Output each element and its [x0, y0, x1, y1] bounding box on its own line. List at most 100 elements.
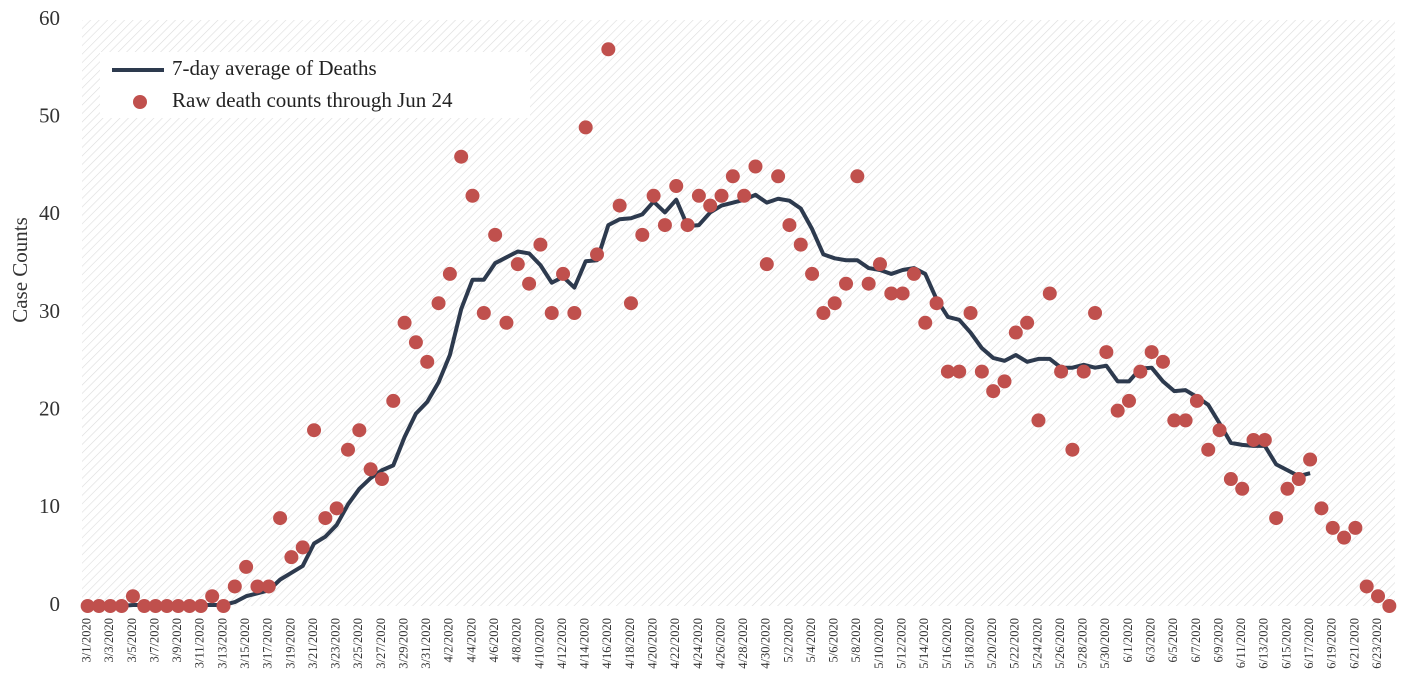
scatter-point [205, 589, 220, 604]
legend-label: Raw death counts through Jun 24 [172, 88, 453, 112]
scatter-point [431, 296, 446, 311]
scatter-point [1212, 423, 1227, 438]
x-tick-label: 4/20/2020 [645, 618, 659, 669]
scatter-point [340, 442, 355, 457]
scatter-point [250, 579, 265, 594]
scatter-point [805, 266, 820, 281]
x-tick-label: 5/24/2020 [1030, 618, 1044, 669]
x-tick-label: 3/17/2020 [261, 618, 275, 669]
scatter-point [307, 423, 322, 438]
scatter-point [1348, 520, 1363, 535]
x-tick-label: 5/2/2020 [781, 618, 795, 662]
scatter-point [510, 257, 525, 272]
x-tick-label: 5/10/2020 [872, 618, 886, 669]
scatter-point [1303, 452, 1318, 467]
scatter-point [556, 266, 571, 281]
scatter-point [623, 296, 638, 311]
scatter-point [125, 589, 140, 604]
x-tick-label: 4/28/2020 [736, 618, 750, 669]
x-tick-label: 3/23/2020 [329, 618, 343, 669]
scatter-point [1031, 413, 1046, 428]
scatter-point [544, 306, 559, 320]
x-tick-label: 5/26/2020 [1053, 618, 1067, 669]
scatter-point [476, 306, 491, 320]
scatter-point [1235, 481, 1250, 496]
x-tick-label: 4/12/2020 [555, 618, 569, 669]
x-tick-label: 3/21/2020 [306, 618, 320, 669]
scatter-point [929, 296, 944, 311]
scatter-point [488, 227, 503, 242]
scatter-point [1246, 432, 1261, 447]
y-axis-label: Case Counts [8, 217, 32, 323]
x-tick-label: 6/19/2020 [1325, 618, 1339, 669]
x-tick-label: 3/11/2020 [193, 618, 207, 668]
x-tick-label: 3/7/2020 [147, 618, 161, 662]
y-tick-label: 20 [39, 396, 60, 420]
x-tick-label: 3/25/2020 [351, 618, 365, 669]
scatter-point [1008, 325, 1023, 340]
legend-label: 7-day average of Deaths [172, 56, 377, 80]
scatter-point [1325, 520, 1340, 535]
scatter-point [1155, 354, 1170, 369]
scatter-point [895, 286, 910, 301]
scatter-point [80, 599, 95, 613]
x-tick-label: 5/18/2020 [962, 618, 976, 669]
scatter-point [1144, 345, 1159, 360]
scatter-point [533, 237, 548, 252]
scatter-point [216, 599, 231, 613]
scatter-point [827, 296, 842, 311]
x-tick-label: 3/31/2020 [419, 618, 433, 669]
scatter-point [420, 354, 435, 369]
scatter-point [261, 579, 276, 594]
y-tick-label: 50 [39, 103, 60, 127]
scatter-point [1371, 589, 1386, 604]
scatter-point [374, 472, 389, 487]
x-tick-label: 6/1/2020 [1121, 618, 1135, 662]
x-tick-label: 5/16/2020 [940, 618, 954, 669]
scatter-point [352, 423, 367, 438]
scatter-point [793, 237, 808, 252]
scatter-point [612, 198, 627, 213]
scatter-point [974, 364, 989, 379]
x-tick-label: 6/15/2020 [1279, 618, 1293, 669]
scatter-point [759, 257, 774, 272]
scatter-point [782, 218, 797, 233]
x-tick-label: 3/13/2020 [215, 618, 229, 669]
x-tick-label: 6/11/2020 [1234, 618, 1248, 668]
x-tick-label: 6/23/2020 [1370, 618, 1384, 669]
scatter-point [703, 198, 718, 213]
scatter-point [850, 169, 865, 184]
y-tick-label: 0 [50, 592, 61, 616]
scatter-point [318, 511, 333, 526]
scatter-point [182, 599, 197, 613]
scatter-point [691, 188, 706, 203]
scatter-point [986, 384, 1001, 399]
scatter-point [680, 218, 695, 233]
scatter-point [1337, 530, 1352, 545]
scatter-point [1065, 442, 1080, 457]
scatter-point [1042, 286, 1057, 301]
legend: 7-day average of Deaths Raw death counts … [100, 52, 530, 118]
x-tick-label: 4/4/2020 [464, 618, 478, 662]
x-tick-label: 5/30/2020 [1098, 618, 1112, 669]
scatter-point [386, 393, 401, 408]
scatter-point [940, 364, 955, 379]
scatter-point [816, 306, 831, 320]
scatter-point [1110, 403, 1125, 418]
scatter-point [1314, 501, 1329, 516]
scatter-point [1280, 481, 1295, 496]
x-tick-label: 6/7/2020 [1189, 618, 1203, 662]
x-tick-label: 3/5/2020 [125, 618, 139, 662]
scatter-point [465, 188, 480, 203]
x-tick-label: 4/22/2020 [668, 618, 682, 669]
scatter-point [171, 599, 186, 613]
scatter-point [103, 599, 118, 613]
scatter-point [737, 188, 752, 203]
x-tick-label: 4/14/2020 [578, 618, 592, 669]
y-tick-label: 10 [39, 494, 60, 518]
line-series [87, 192, 1311, 608]
x-tick-label: 4/2/2020 [442, 618, 456, 662]
scatter-point [646, 188, 661, 203]
scatter-point [1257, 432, 1272, 447]
scatter-point [1099, 345, 1114, 360]
